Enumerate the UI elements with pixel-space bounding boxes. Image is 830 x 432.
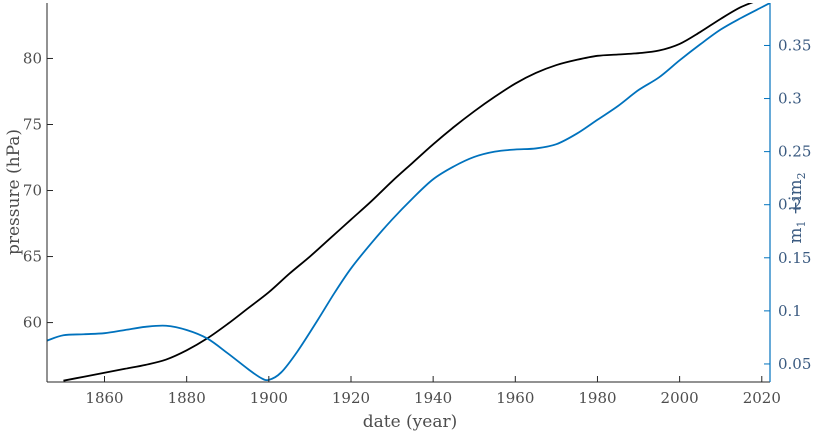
y-left-tick-label: 70: [23, 182, 42, 200]
y-left-tick-label: 65: [23, 248, 42, 266]
y-right-tick-label: 0.2: [778, 196, 802, 214]
x-tick-label: 1880: [168, 389, 206, 407]
series-right-line: [47, 3, 770, 382]
y-axis-right-title-mid: +im: [786, 179, 806, 220]
y-axis-right-title-main: m: [786, 228, 806, 244]
y-axis-left-title: pressure (hPa): [4, 129, 24, 255]
y-right-tick-label: 0.05: [778, 355, 811, 373]
y-axis-right-title-sub1: 1: [795, 221, 808, 228]
plot-lines: [47, 3, 770, 382]
x-tick-label: 2000: [661, 389, 699, 407]
y-right-tick-label: 0.25: [778, 143, 811, 161]
y-axis-right-title: m1 +im2: [786, 172, 808, 243]
x-tick-label: 1900: [250, 389, 288, 407]
y-right-tick-label: 0.3: [778, 90, 802, 108]
series-left-line: [63, 3, 754, 382]
y-axis-right-title-sub2: 2: [795, 172, 808, 179]
x-tick-label: 1960: [496, 389, 534, 407]
x-axis-title: date (year): [363, 412, 458, 432]
x-tick-label: 1940: [414, 389, 452, 407]
y-left-tick-label: 80: [23, 49, 42, 67]
x-tick-label: 1860: [85, 389, 123, 407]
y-right-tick-label: 0.1: [778, 302, 802, 320]
x-tick-label: 2020: [743, 389, 781, 407]
axes: 1860 1880 1900 1920 1940 1960 1980 2000 2020 60 65…: [23, 3, 811, 407]
y-left-tick-label: 60: [23, 314, 42, 332]
x-tick-label: 1920: [332, 389, 370, 407]
y-right-tick-label: 0.35: [778, 36, 811, 54]
y-left-tick-label: 75: [23, 115, 42, 133]
y-right-tick-label: 0.15: [778, 249, 811, 267]
x-tick-label: 1980: [578, 389, 616, 407]
